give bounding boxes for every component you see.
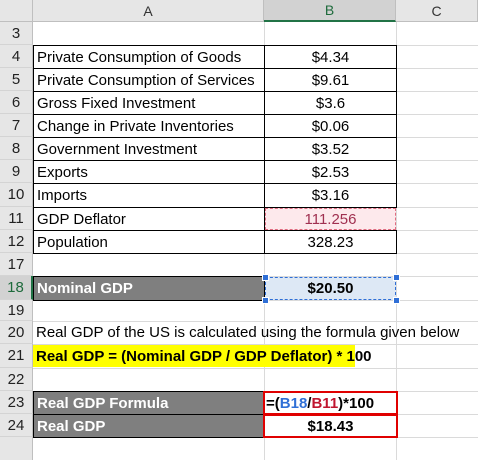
cell-b4[interactable]: $4.34 (264, 45, 397, 69)
cell-a21-formula-text[interactable]: Real GDP = (Nominal GDP / GDP Deflator) … (33, 345, 372, 367)
row-header-18[interactable]: 18 (0, 276, 33, 300)
cell-b24-real-gdp-value[interactable]: $18.43 (263, 414, 398, 438)
row-header-24[interactable]: 24 (0, 414, 33, 437)
selection-handle[interactable] (262, 274, 269, 281)
selection-handle[interactable] (262, 297, 269, 304)
cell-a12[interactable]: Population (33, 230, 265, 254)
gridline (33, 344, 478, 345)
column-header-c[interactable]: C (396, 0, 478, 22)
formula-ref-b18: B18 (279, 394, 308, 412)
formula-ref-b11: B11 (311, 394, 339, 412)
row-header-5[interactable]: 5 (0, 68, 33, 91)
row-header-10[interactable]: 10 (0, 183, 33, 207)
cell-a9[interactable]: Exports (33, 160, 265, 184)
row-header-20[interactable]: 20 (0, 321, 33, 344)
row-header-6[interactable]: 6 (0, 91, 33, 114)
cell-a7[interactable]: Change in Private Inventories (33, 114, 265, 138)
cell-a4[interactable]: Private Consumption of Goods (33, 45, 265, 69)
row-header-23[interactable]: 23 (0, 391, 33, 414)
cell-a8[interactable]: Government Investment (33, 137, 265, 161)
cell-a20-description[interactable]: Real GDP of the US is calculated using t… (36, 324, 460, 341)
formula-part: =( (266, 394, 280, 412)
cell-b8[interactable]: $3.52 (264, 137, 397, 161)
selection-handle[interactable] (393, 297, 400, 304)
row-header-4[interactable]: 4 (0, 45, 33, 68)
formula-part: )*100 (338, 394, 375, 412)
cell-b6[interactable]: $3.6 (264, 91, 397, 115)
cell-b11-referenced[interactable]: 111.256 (265, 208, 396, 230)
row-header-7[interactable]: 7 (0, 114, 33, 137)
row-header-21[interactable]: 21 (0, 344, 33, 368)
row-header-9[interactable]: 9 (0, 160, 33, 183)
cell-b7[interactable]: $0.06 (264, 114, 397, 138)
cell-b5[interactable]: $9.61 (264, 68, 397, 92)
gridline (33, 368, 478, 369)
row-header-11[interactable]: 11 (0, 207, 33, 230)
cell-a11[interactable]: GDP Deflator (33, 207, 265, 231)
cell-b12[interactable]: 328.23 (264, 230, 397, 254)
selection-handle[interactable] (393, 274, 400, 281)
gridline (33, 321, 478, 322)
cell-a6[interactable]: Gross Fixed Investment (33, 91, 265, 115)
row-header-22[interactable]: 22 (0, 368, 33, 391)
row-header-17[interactable]: 17 (0, 253, 33, 276)
formula-operator: / (307, 394, 312, 412)
cell-a10[interactable]: Imports (33, 183, 265, 208)
cell-b23-formula[interactable]: =(B18/B11)*100 (263, 391, 398, 415)
cell-a23-formula-label[interactable]: Real GDP Formula (33, 391, 265, 415)
column-header-b[interactable]: B (264, 0, 396, 22)
column-header-a[interactable]: A (33, 0, 264, 22)
row-header-12[interactable]: 12 (0, 230, 33, 253)
row-header-blank (0, 437, 33, 460)
cell-a18-nominal-gdp-label[interactable]: Nominal GDP (33, 276, 265, 301)
cell-a5[interactable]: Private Consumption of Services (33, 68, 265, 92)
row-header-19[interactable]: 19 (0, 300, 33, 321)
cell-b10[interactable]: $3.16 (264, 183, 397, 208)
cell-b18-selected[interactable]: $20.50 (265, 277, 396, 300)
select-all-corner[interactable] (0, 0, 33, 22)
cell-a24-real-gdp-label[interactable]: Real GDP (33, 414, 265, 438)
cell-b9[interactable]: $2.53 (264, 160, 397, 184)
row-header-3[interactable]: 3 (0, 22, 33, 45)
row-header-8[interactable]: 8 (0, 137, 33, 160)
